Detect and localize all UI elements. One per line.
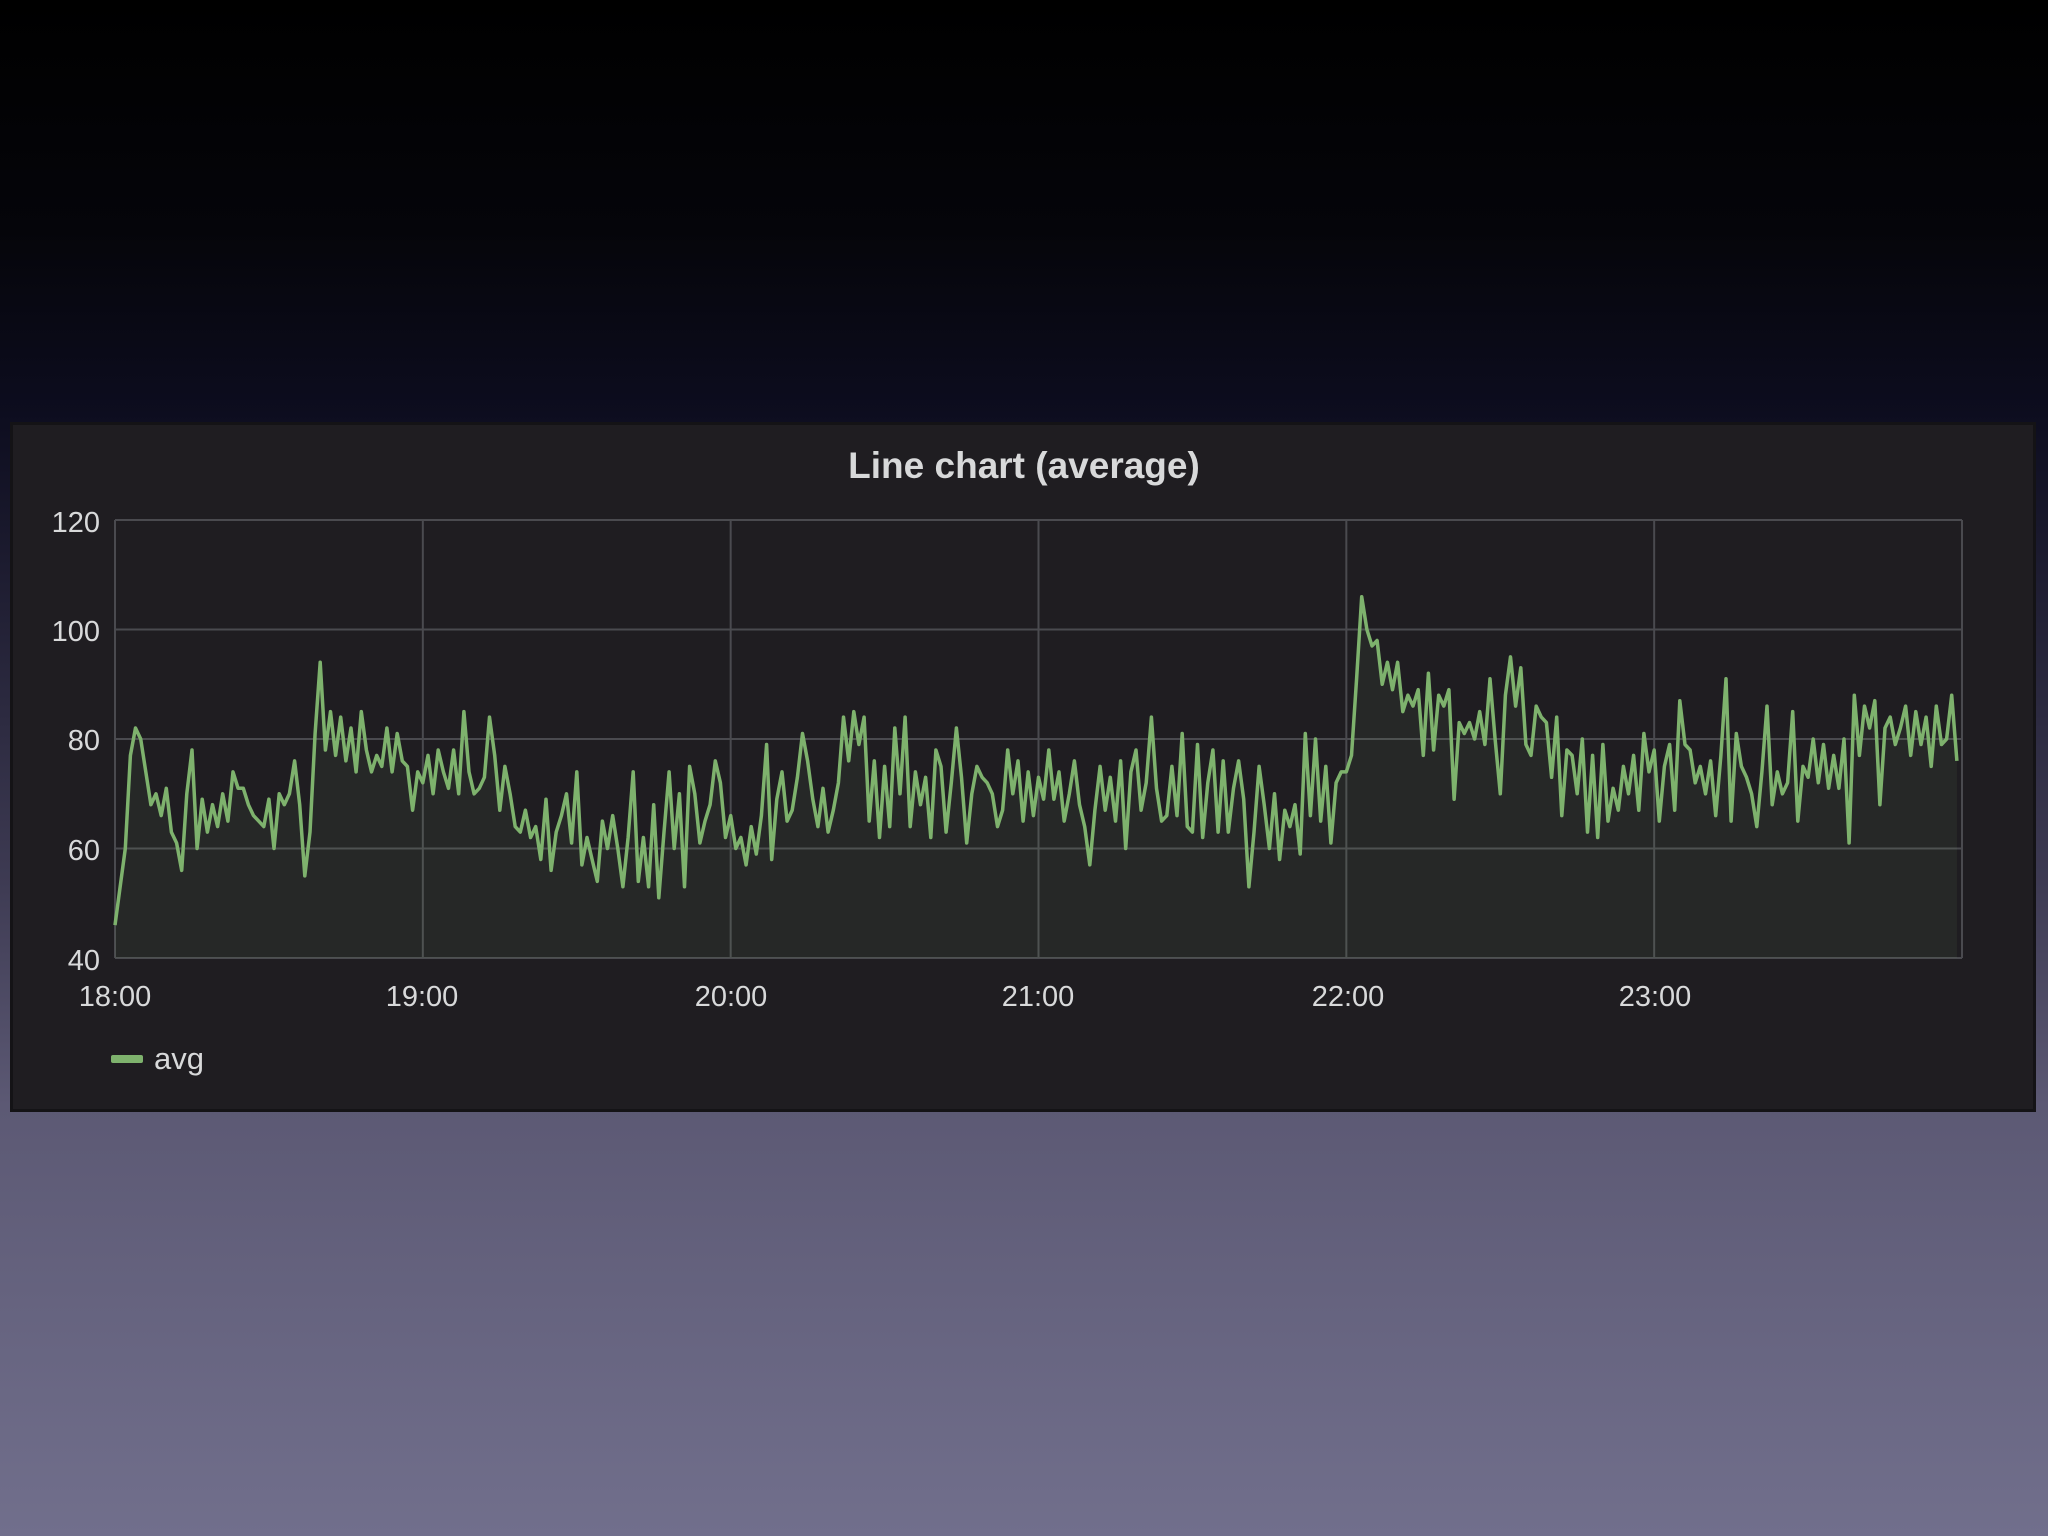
grid-lines: [114, 519, 1963, 959]
x-tick-label: 21:00: [1002, 981, 1075, 1013]
x-tick-label: 20:00: [695, 981, 768, 1013]
y-tick-label: 120: [52, 507, 100, 539]
y-tick-label: 100: [52, 616, 100, 648]
legend-label-avg: avg: [154, 1041, 204, 1076]
x-axis-ticks: 18:00 19:00 20:00 21:00 22:00 23:00: [79, 981, 1692, 1013]
x-tick-label: 19:00: [386, 981, 459, 1013]
x-tick-label: 22:00: [1312, 981, 1385, 1013]
y-tick-label: 60: [68, 835, 100, 867]
x-tick-label: 23:00: [1619, 981, 1692, 1013]
chart-title: Line chart (average): [848, 445, 1200, 486]
legend[interactable]: avg: [111, 1041, 204, 1076]
series-area-fill: [115, 596, 1957, 958]
series-line-avg: [113, 594, 1959, 926]
y-tick-label: 40: [68, 945, 100, 977]
y-axis-ticks: 120 100 80 60 40: [52, 507, 100, 977]
y-tick-label: 80: [68, 725, 100, 757]
x-tick-label: 18:00: [79, 981, 152, 1013]
legend-swatch-avg: [111, 1055, 143, 1063]
